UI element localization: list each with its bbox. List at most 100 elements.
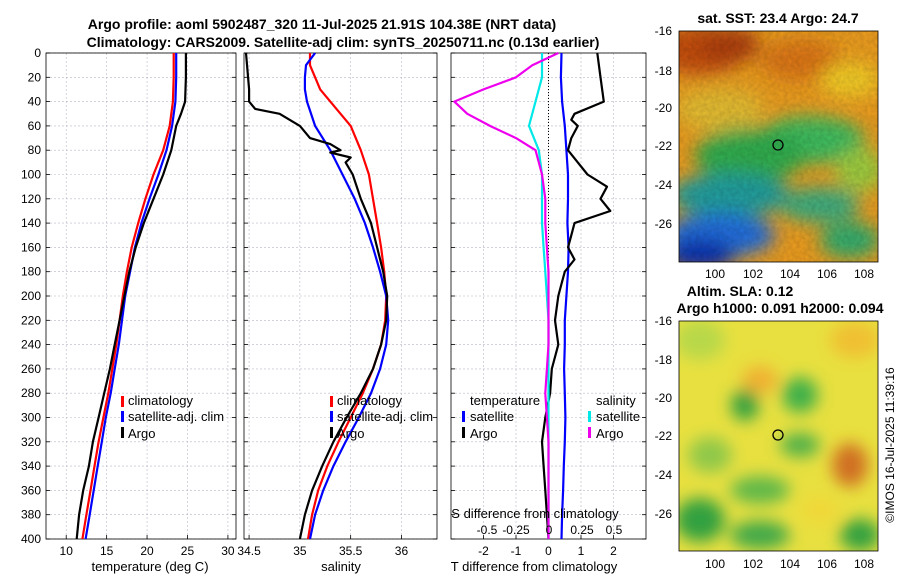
- x-tick-label: 35: [293, 544, 307, 558]
- x-tick-label: 10: [60, 544, 74, 558]
- legend-label: Argo: [596, 426, 623, 441]
- sla-green-patch: [730, 521, 790, 549]
- depth-tick-label: 320: [21, 435, 41, 449]
- sla-orange-patch: [830, 322, 878, 358]
- sst-ytick: -26: [655, 217, 673, 231]
- series-t-satellite: [559, 52, 570, 540]
- series-satellite-adj-clim: [303, 52, 390, 540]
- s-difference-label: S difference from climatology: [451, 506, 619, 521]
- difference-panel: -2 -1 0 1 2: [450, 52, 647, 558]
- difference-xlabel: T difference from climatology: [451, 559, 618, 574]
- legend-label: satellite: [470, 409, 514, 424]
- sla-map: [679, 321, 878, 551]
- x-tick-label: 35.5: [339, 544, 363, 558]
- legend-label: satellite: [596, 409, 640, 424]
- sla-yellow-patch: [800, 496, 840, 524]
- sst-profile-marker: [772, 139, 784, 151]
- temperature-legend: climatology satellite-adj. clim Argo: [121, 393, 224, 441]
- imos-watermark: ©IMOS 16-Jul-2025 11:39:16: [883, 367, 897, 523]
- sst-ytick: -18: [655, 64, 673, 78]
- legend-swatch-satellite: [121, 411, 124, 422]
- figure-title-line2: Climatology: CARS2009. Satellite-adj cli…: [87, 34, 600, 50]
- x-tick-label: 36: [395, 544, 409, 558]
- s-tick: 0.5: [606, 523, 623, 537]
- s-tick: 0.25: [570, 523, 594, 537]
- legend-swatch-climatology: [121, 396, 124, 407]
- figure-title-line1: Argo profile: aoml 5902487_320 11-Jul-20…: [88, 16, 556, 32]
- depth-tick-label: 380: [21, 508, 41, 522]
- series-argo: [244, 52, 389, 540]
- sst-xtick: 106: [817, 267, 837, 281]
- legend-title-salinity: salinity: [596, 393, 636, 408]
- sla-xticks: 100 102 104 106 108: [705, 557, 874, 571]
- depth-tick-label: 160: [21, 240, 41, 254]
- sla-xtick: 104: [780, 557, 800, 571]
- legend-label: climatology: [128, 393, 194, 408]
- legend-swatch-satellite: [330, 411, 333, 422]
- x-tick-label: 20: [140, 544, 154, 558]
- depth-tick-label: 100: [21, 168, 41, 182]
- depth-tick-label: 80: [28, 143, 42, 157]
- sst-yticks: -16 -18 -20 -22 -24 -26: [655, 24, 673, 231]
- s-tick: -0.25: [502, 523, 530, 537]
- x-tick-label: 2: [610, 544, 617, 558]
- sst-texture: [679, 31, 878, 262]
- legend-swatch-s-satellite: [588, 411, 591, 422]
- x-tick-label: -1: [511, 544, 522, 558]
- s-tick: -0.5: [477, 523, 498, 537]
- legend-label: Argo: [470, 426, 497, 441]
- depth-tick-label: 20: [28, 70, 42, 84]
- depth-tick-label: 340: [21, 459, 41, 473]
- sla-xtick: 106: [817, 557, 837, 571]
- sla-ytick: -26: [655, 507, 673, 521]
- sla-profile-marker: [772, 429, 784, 441]
- sst-ytick: -24: [655, 178, 673, 192]
- sla-green-patch: [731, 389, 759, 421]
- series-argo: [75, 53, 187, 540]
- depth-tick-label: 220: [21, 313, 41, 327]
- legend-swatch-s-argo: [588, 427, 591, 438]
- sla-ytick: -22: [655, 429, 673, 443]
- sla-yticks: -16 -18 -20 -22 -24 -26: [655, 314, 673, 521]
- sla-ytick: -16: [655, 314, 673, 328]
- sla-green-patch: [679, 498, 725, 542]
- legend-swatch-argo: [330, 427, 333, 438]
- salinity-xlabel: salinity: [321, 559, 361, 574]
- salinity-panel: 34.5 35 35.5 36: [237, 52, 438, 558]
- sst-xtick: 102: [743, 267, 763, 281]
- sla-green-patch: [679, 321, 725, 360]
- sst-ytick: -22: [655, 139, 673, 153]
- legend-label: Argo: [128, 426, 155, 441]
- depth-tick-label: 360: [21, 483, 41, 497]
- depth-tick-label: 200: [21, 289, 41, 303]
- sla-xtick: 108: [854, 557, 874, 571]
- legend-swatch-t-satellite: [462, 411, 465, 422]
- sla-green-patch: [782, 377, 818, 413]
- temperature-xlabel: temperature (deg C): [91, 559, 208, 574]
- x-tick-label: 1: [578, 544, 585, 558]
- x-tick-label: -2: [478, 544, 489, 558]
- depth-tick-label: 240: [21, 338, 41, 352]
- sla-ytick: -24: [655, 468, 673, 482]
- depth-tick-label: 40: [28, 95, 42, 109]
- sla-ytick: -20: [655, 391, 673, 405]
- x-tick-label: 34.5: [237, 544, 261, 558]
- legend-label: climatology: [337, 393, 403, 408]
- x-tick-label: 30: [221, 544, 235, 558]
- legend-swatch-climatology: [330, 396, 333, 407]
- sla-map-title1: Altim. SLA: 0.12: [687, 283, 794, 299]
- depth-tick-label: 0: [34, 46, 41, 60]
- series-climatology: [81, 53, 175, 540]
- x-tick-label: 0: [545, 544, 552, 558]
- legend-label: satellite-adj. clim: [337, 409, 433, 424]
- depth-tick-label: 120: [21, 192, 41, 206]
- sla-map-title2: Argo h1000: 0.091 h2000: 0.094: [676, 300, 883, 316]
- difference-legend: temperature satellite Argo salinity sate…: [462, 393, 640, 441]
- depth-tick-label: 300: [21, 411, 41, 425]
- sla-map-frame: [678, 320, 879, 552]
- depth-tick-label: 60: [28, 119, 42, 133]
- sla-ytick: -18: [655, 353, 673, 367]
- sst-xtick: 108: [854, 267, 874, 281]
- sla-green-patch: [780, 433, 820, 457]
